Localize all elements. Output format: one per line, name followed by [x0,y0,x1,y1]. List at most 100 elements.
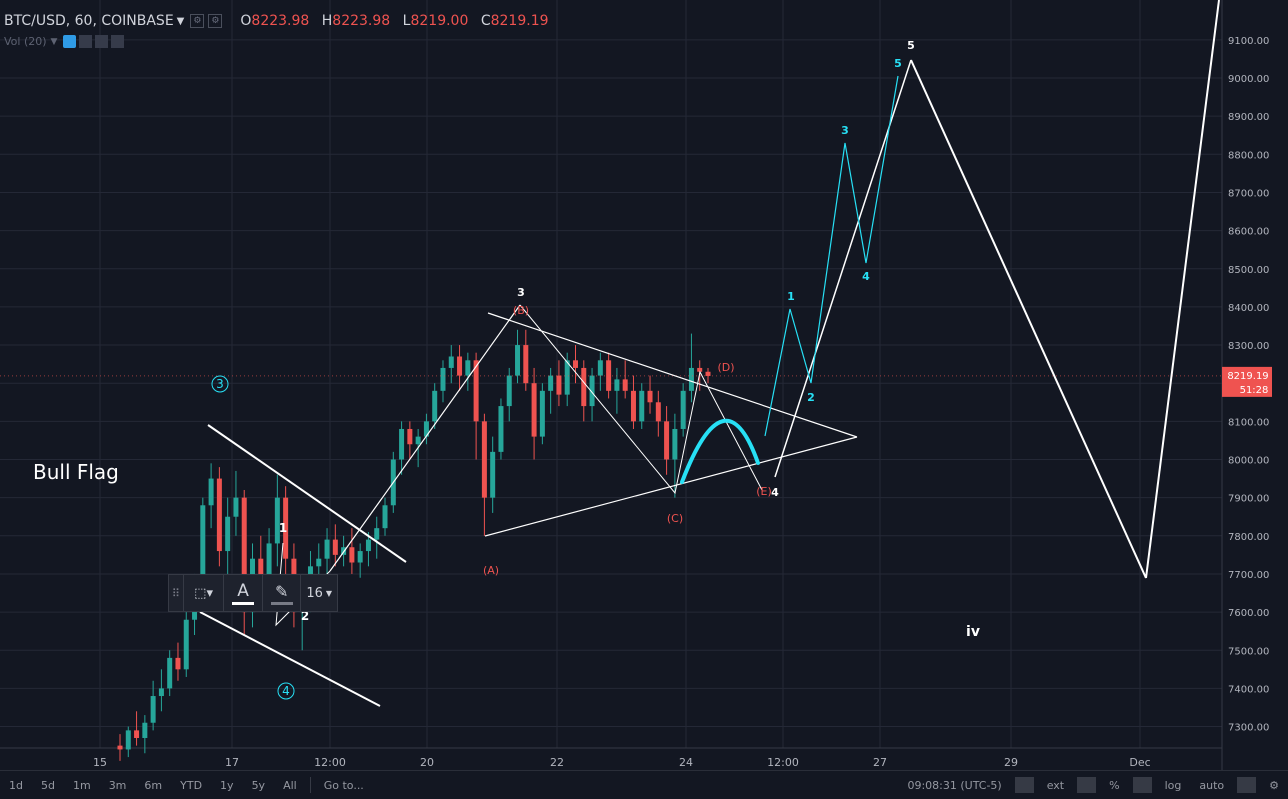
chevron-down-icon: ▼ [325,588,333,598]
y-tick-label: 7900.00 [1228,494,1269,505]
candle-body [258,558,264,582]
volume-indicator-label[interactable]: Vol (20) [4,35,47,48]
range-1y[interactable]: 1y [220,778,234,792]
line-color-swatch [270,601,293,605]
candle-body [332,539,338,555]
candle-body [316,558,322,567]
settings-icon[interactable] [79,35,93,48]
candle-body [216,478,222,552]
candle-body [664,421,670,460]
y-tick-label: 7300.00 [1228,723,1269,734]
x-tick-label: 20 [420,756,434,769]
gear-icon[interactable]: ⚙ [1269,778,1279,792]
y-tick-label: 7800.00 [1228,532,1269,543]
symbol-title[interactable]: BTC/USD, 60, COINBASE [4,13,174,29]
eye-icon[interactable] [63,35,77,48]
text-color-button[interactable]: A [224,575,263,611]
candle-body [539,390,545,437]
range-ytd[interactable]: YTD [180,778,203,792]
candle-body [448,356,454,368]
wave-label: (E) [756,485,772,498]
close-value: 8219.19 [490,13,549,29]
wave-iv-down-line [910,59,1147,579]
x-tick-label: 17 [225,756,239,769]
candle-body [705,371,711,376]
wave-label: 5 [907,39,915,52]
range-6m[interactable]: 6m [144,778,163,792]
candle-body [506,375,512,407]
line-color-button[interactable]: ✎ [263,575,302,611]
text-color-swatch [232,602,255,605]
range-3m[interactable]: 3m [108,778,127,792]
countdown-label: 51:28 [1240,385,1269,396]
auto-toggle[interactable]: auto [1199,778,1225,792]
wave-circle-marker [277,682,295,700]
wave-label: iv [966,624,980,640]
ext-toggle[interactable]: ext [1046,778,1065,792]
candle-body [365,539,371,552]
candle-body [423,421,429,437]
close-icon[interactable] [111,35,125,48]
cyan-forecast-curve [680,418,760,484]
wave-label: 2 [807,391,815,404]
candle-body [208,478,214,506]
y-tick-label: 7700.00 [1228,570,1269,581]
pencil-icon: ✎ [274,581,289,601]
candle-body [630,390,636,422]
candle-body [655,402,661,422]
ohlc-values: O8223.98 H8223.98 L8219.00 C8219.19 [232,13,548,29]
drag-handle-icon[interactable]: ⠿ [169,575,184,611]
candle-body [531,383,537,437]
x-tick-label: 24 [679,756,693,769]
candle-body [200,505,206,590]
candle-body [639,390,645,422]
range-1d[interactable]: 1d [9,778,23,792]
range-1m[interactable]: 1m [72,778,91,792]
goto-button[interactable]: Go to... [323,778,364,792]
range-all[interactable]: All [283,778,297,792]
bottom-right-controls: 09:08:31 (UTC-5) ext % log auto ⚙ [898,771,1288,799]
triangle-lower-line [484,436,858,537]
wave-label: 4 [862,270,870,283]
wave-label: 4 [771,486,779,499]
percent-toggle[interactable]: % [1109,778,1120,792]
candle-body [407,428,413,445]
flag-upper-line [207,424,407,563]
y-tick-label: 9000.00 [1228,74,1269,85]
low-label: L [402,13,411,29]
symbol-dropdown-icon[interactable]: ▼ [176,15,185,27]
candle-body [357,551,363,563]
high-value: 8223.98 [332,13,391,29]
y-tick-label: 8400.00 [1228,303,1269,314]
wave-label: 3 [517,286,525,299]
candle-body [490,451,496,498]
wave-label: Bull Flag [33,460,119,484]
flag-lower-line [199,611,381,707]
candle-body [117,745,123,750]
candle-body [374,528,380,540]
y-tick-label: 7400.00 [1228,684,1269,695]
candle-body [432,390,438,422]
range-5d[interactable]: 5d [40,778,55,792]
candle-body [225,516,231,552]
range-5y[interactable]: 5y [251,778,266,792]
x-tick-label: 12:00 [767,756,799,769]
font-size-select[interactable]: 16 ▼ [301,575,337,611]
gear-icon[interactable]: ⚙ [208,14,223,28]
divider [309,777,311,793]
chevron-down-icon[interactable]: ▼ [50,36,58,47]
candle-body [697,367,703,372]
candle-body [597,360,603,376]
settings-icon[interactable]: ⚙ [190,14,205,28]
candle-body [382,505,388,529]
volume-indicator-legend: Vol (20) ▼ [4,35,125,48]
drawing-toolbar: ⠿ ⬚▾ A ✎ 16 ▼ [168,574,338,612]
y-tick-label: 8700.00 [1228,188,1269,199]
plus-icon[interactable] [95,35,109,48]
y-tick-label: 8600.00 [1228,227,1269,238]
wave-label: 3 [841,124,849,137]
wave-label: (D) [717,361,734,374]
select-tool-button[interactable]: ⬚▾ [184,575,225,611]
log-toggle[interactable]: log [1164,778,1182,792]
